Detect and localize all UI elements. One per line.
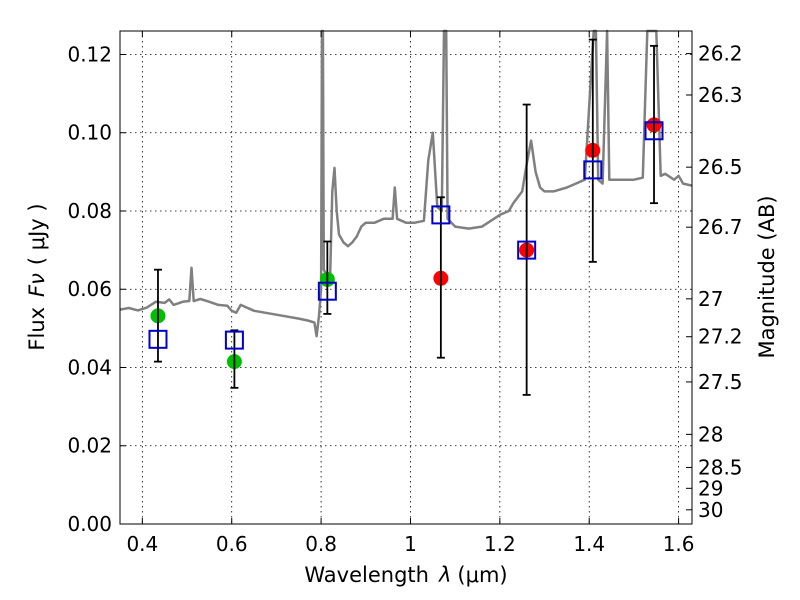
model-flux-square	[224, 330, 244, 350]
y2-tick-label: 27.2	[698, 325, 743, 349]
model-flux-square	[431, 205, 451, 225]
x-axis-label: Wavelength λ (μm)	[304, 563, 507, 587]
y2-tick-label: 28.5	[698, 455, 743, 479]
data-layer	[119, 29, 693, 396]
y2-axis-label: Magnitude (AB)	[755, 195, 779, 358]
y-tick-label: 0.08	[67, 199, 112, 223]
x-tick-label: 1.2	[484, 532, 516, 556]
model-flux-square	[583, 160, 603, 180]
x-tick-label: 1	[404, 532, 417, 556]
y2-tick-label: 26.2	[698, 42, 743, 66]
y2-tick-label: 28	[698, 422, 723, 446]
y2-tick-label: 26.5	[698, 155, 743, 179]
model-flux-square	[148, 329, 168, 349]
grid-lines	[120, 31, 692, 525]
y-tick-label: 0.12	[67, 42, 112, 66]
y2-tick-label: 26.7	[698, 215, 743, 239]
x-tick-label: 1.4	[573, 532, 605, 556]
x-tick-label: 0.8	[305, 532, 337, 556]
x-tick-label: 0.6	[216, 532, 248, 556]
axis-layer: 0.4 0.6 0.8 1 1.2 1.4 1.6 0.00 0.02 0.04 0.06 0.08 0…	[67, 31, 743, 556]
y-tick-label: 0.02	[67, 434, 112, 458]
y2-tick-label: 26.3	[698, 83, 743, 107]
model-flux-square	[644, 121, 664, 141]
y2-tick-label: 27.5	[698, 370, 743, 394]
y-tick-label: 0.04	[67, 355, 112, 379]
y-tick-label: 0.00	[67, 512, 112, 536]
plot-frame	[119, 30, 693, 525]
model-spectrum-line	[119, 29, 693, 338]
x-tick-label: 0.4	[126, 532, 158, 556]
y-tick-label: 0.10	[67, 121, 112, 145]
x-tick-label: 1.6	[663, 532, 695, 556]
y2-tick-label: 30	[698, 498, 723, 522]
model-flux-square	[317, 281, 337, 301]
model-flux-square	[517, 240, 537, 260]
y2-tick-label: 29	[698, 476, 723, 500]
y2-tick-label: 27	[698, 287, 723, 311]
y-tick-label: 0.06	[67, 277, 112, 301]
y-axis-label: FluxFν( μJy )	[25, 203, 49, 350]
